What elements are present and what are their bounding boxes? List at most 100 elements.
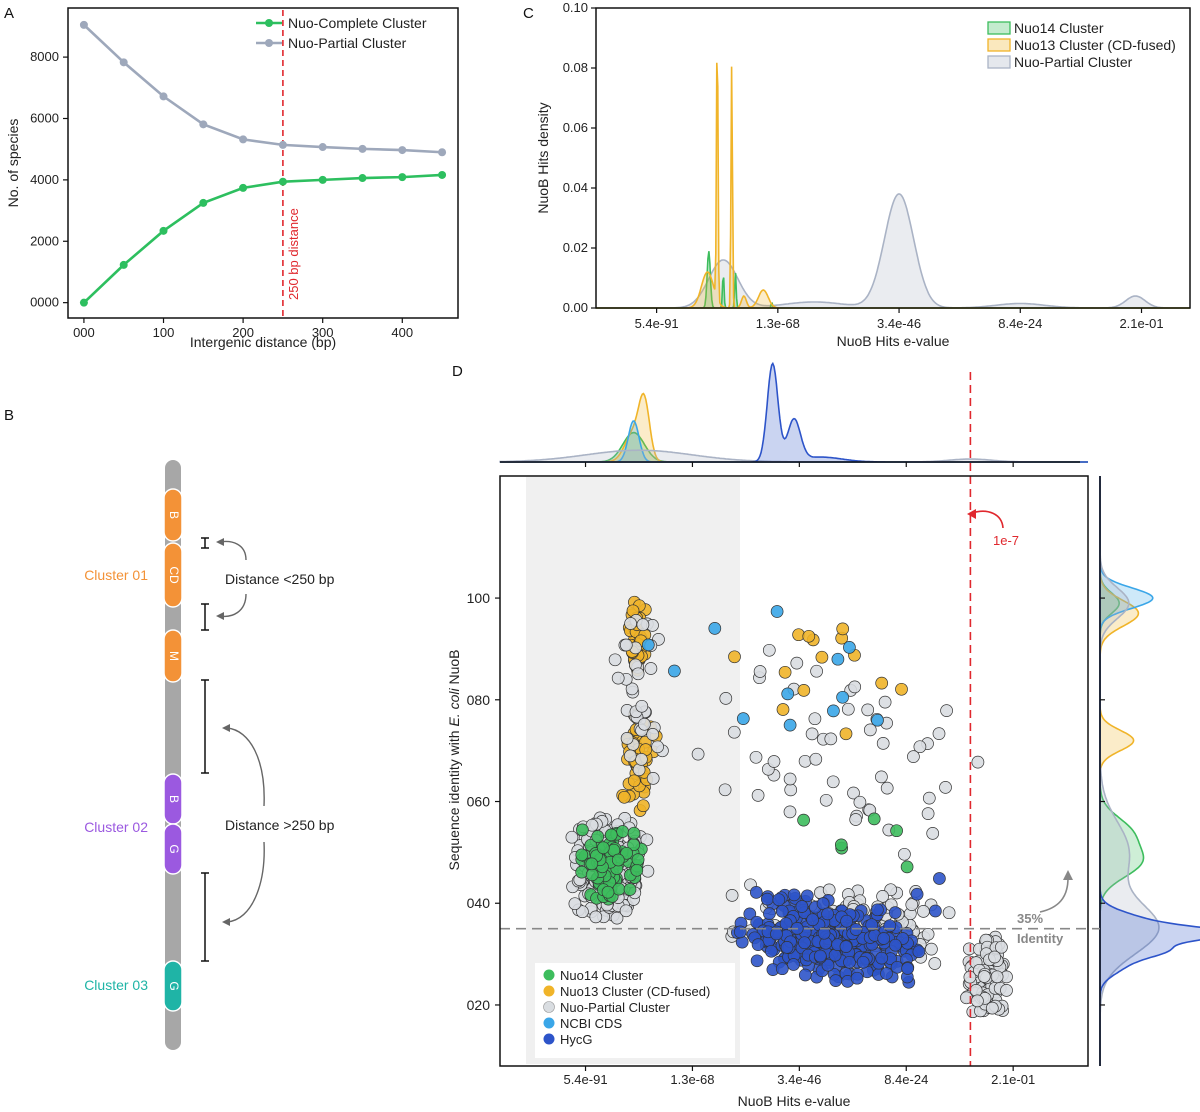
legend-label-d-nuo14: Nuo14 Cluster [560,968,644,983]
point-nuo14-cluster [616,825,629,838]
c-ytick-label: 0.06 [563,120,588,135]
a-point-nuo-complete-cluster [438,170,447,179]
legend-label-nuo14: Nuo14 Cluster [1014,20,1104,36]
point-ncbi-cds [783,718,797,732]
point-nuo-partial-cluster [990,970,1004,984]
point-hycg [840,914,853,928]
point-hycg [933,872,946,885]
legend-dot-nuo14 [543,969,555,981]
point-hycg [929,904,942,918]
evalue-arrow [971,510,1004,529]
point-hycg [828,948,842,962]
legend-dot-ncbi [543,1017,555,1029]
legend-swatch-nuo13 [987,38,1011,52]
point-hycg [843,955,856,969]
a-line-nuo-complete-cluster [83,173,443,304]
point-nuo-partial-cluster [932,727,946,740]
point-nuo-partial-cluster [783,772,797,786]
point-nuo-partial-cluster [610,911,624,925]
point-nuo-partial-cluster [907,750,920,763]
panel-b-letter: B [4,407,14,424]
a-point-nuo-complete-cluster [79,298,88,307]
point-nuo-partial-cluster [977,970,991,983]
point-nuo-partial-cluster [942,906,956,920]
point-hycg [775,962,789,976]
point-nuo-partial-cluster [913,740,927,754]
point-nuo14-cluster [612,882,626,896]
point-nuo-partial-cluster [725,889,739,902]
point-nuo13-cluster-cd-fused [802,629,816,643]
c-xtick-label: 3.4e-46 [877,316,921,331]
point-nuo14-cluster [623,883,637,896]
point-hycg [880,967,893,980]
distance-short-label: Distance <250 bp [225,571,335,587]
point-nuo14-cluster [611,853,625,867]
point-nuo13-cluster-cd-fused [875,676,889,690]
point-nuo-partial-cluster [971,994,984,1008]
a-xtick-label: 300 [312,325,334,340]
panel-a-threshold-label: 250 bp distance [286,208,301,300]
point-nuo-partial-cluster [651,740,664,754]
point-nuo-partial-cluster [921,927,935,941]
c-ytick-label: 0.04 [563,180,588,195]
point-hycg [800,889,814,903]
point-ncbi-cds [736,712,750,725]
point-hycg [813,949,827,963]
distance-arrows [219,540,265,923]
a-point-nuo-partial-cluster [199,120,208,129]
a-point-nuo-partial-cluster [278,140,287,149]
point-nuo14-cluster [630,863,644,877]
legend-dot-partial [543,1001,555,1013]
point-nuo-partial-cluster [718,783,732,797]
point-nuo14-cluster [900,860,914,874]
d-ytick-label: 020 [467,997,491,1013]
legend-label-d-ncbi: NCBI CDS [560,1016,622,1031]
point-nuo14-cluster [591,830,605,843]
point-hycg [770,927,783,941]
cluster02-label: Cluster 02 [84,819,148,835]
point-hycg [743,907,757,921]
legend-label-d-nuo13: Nuo13 Cluster (CD-fused) [560,984,710,999]
point-nuo14-cluster [585,857,599,871]
point-nuo-partial-cluster [875,770,888,784]
panel-c-ticks: 5.4e-91 1.3e-68 3.4e-46 8.4e-24 2.1e-01 0.00 0… [563,0,1164,331]
panel-a-xlabel: Intergenic distance (bp) [190,334,336,350]
point-hycg [772,893,786,907]
d-xtick-label: 1.3e-68 [670,1072,714,1087]
a-point-nuo-partial-cluster [398,146,407,155]
a-point-nuo-complete-cluster [159,226,168,235]
panel-d-ticks: 5.4e-91 1.3e-68 3.4e-46 8.4e-24 2.1e-01 020 04… [467,462,1105,1087]
point-nuo-partial-cluster [995,940,1008,954]
point-hycg [750,954,764,968]
point-nuo-partial-cluster [784,783,798,797]
point-nuo13-cluster-cd-fused [778,665,792,679]
point-nuo13-cluster-cd-fused [895,682,908,696]
point-nuo-partial-cluster [928,957,942,970]
panel-a-series [79,20,447,307]
point-hycg [764,944,778,958]
legend-label-d-hycg: HycG [560,1032,593,1047]
point-ncbi-cds [668,664,681,678]
identity-label-2: Identity [1017,931,1064,946]
point-nuo-partial-cluster [822,883,836,897]
point-nuo-partial-cluster [632,763,646,777]
d-xtick-label: 2.1e-01 [991,1072,1035,1087]
point-hycg [775,904,789,918]
point-hycg [890,960,904,974]
point-nuo-partial-cluster [635,753,648,766]
panel-a-ylabel: No. of species [5,119,21,208]
panel-d-xlabel: NuoB Hits e-value [738,1093,851,1109]
svg-text:CD: CD [167,566,181,584]
point-hycg [839,940,853,953]
point-nuo-partial-cluster [1000,984,1013,997]
panel-c-legend: Nuo14 Cluster Nuo13 Cluster (CD-fused) N… [987,20,1176,70]
a-xtick-label: 200 [232,325,254,340]
point-nuo-partial-cluster [790,656,804,670]
legend-label-complete: Nuo-Complete Cluster [288,15,427,31]
point-nuo14-cluster [575,848,589,862]
svg-text:B: B [167,795,181,803]
gene-cluster01-m: M [163,629,183,683]
point-nuo-partial-cluster [783,805,797,819]
point-nuo-partial-cluster [767,755,781,768]
point-nuo-partial-cluster [810,664,823,678]
